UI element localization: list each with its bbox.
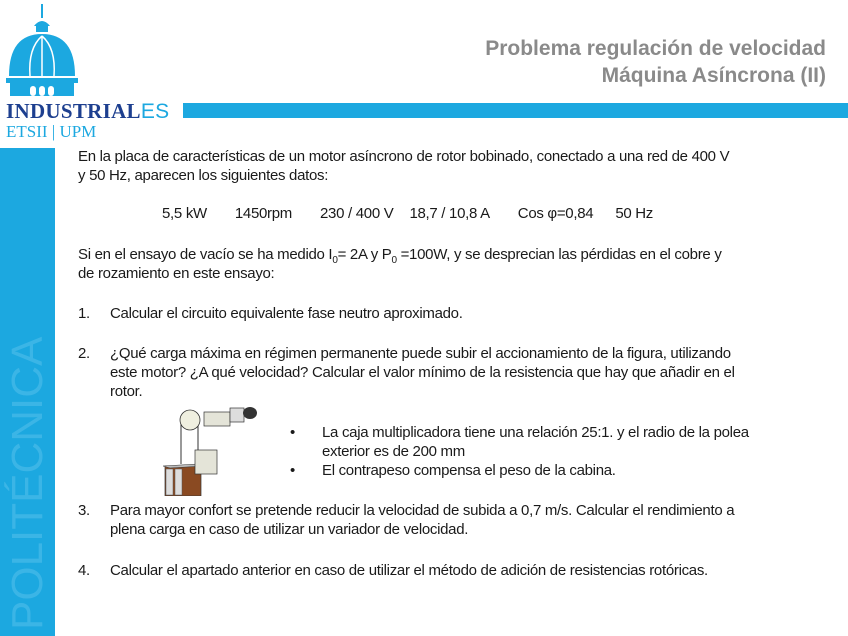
spec-frequency: 50 Hz xyxy=(615,205,653,222)
question-2-number: 2. xyxy=(78,345,90,362)
intro-line-1: En la placa de características de un mot… xyxy=(78,148,730,165)
question-3-number: 3. xyxy=(78,502,90,519)
spec-voltage: 230 / 400 V xyxy=(320,205,394,222)
test-text-2: = 2A y P xyxy=(337,246,392,263)
question-2-line-3: rotor. xyxy=(110,383,143,400)
test-line-2: de rozamiento en este ensayo: xyxy=(78,265,275,282)
test-line-1: Si en el ensayo de vacío se ha medido I0… xyxy=(78,245,722,266)
question-4-text: Calcular el apartado anterior en caso de… xyxy=(110,562,708,579)
spec-cosphi: Cos φ=0,84 xyxy=(517,205,594,222)
elevator-drive-figure xyxy=(162,407,257,496)
question-2-line-1: ¿Qué carga máxima en régimen permanente … xyxy=(110,345,731,362)
question-3-line-2: plena carga en caso de utilizar un varia… xyxy=(110,521,469,538)
bullet-2-symbol: • xyxy=(290,462,295,479)
motor-specs: 5,5 kW 1450rpm 230 / 400 V 18,7 / 10,8 A Cos… xyxy=(162,204,681,223)
spec-speed: 1450rpm xyxy=(234,205,292,222)
bullet-1-line-2: exterior es de 200 mm xyxy=(322,443,465,460)
bullet-1-line-1: La caja multiplicadora tiene una relació… xyxy=(322,424,749,441)
brand-subtitle: ETSII | UPM xyxy=(6,122,97,141)
question-2-line-2: este motor? ¿A qué velocidad? Calcular e… xyxy=(110,364,735,381)
spec-current: 18,7 / 10,8 A xyxy=(409,205,490,222)
test-text-1: Si en el ensayo de vacío se ha medido I xyxy=(78,246,333,263)
title-line-1: Problema regulación de velocidad xyxy=(485,37,826,60)
question-1-text: Calcular el circuito equivalente fase ne… xyxy=(110,305,463,322)
side-text: POLITÉCNICA xyxy=(3,336,52,630)
intro-line-2: y 50 Hz, aparecen los siguientes datos: xyxy=(78,167,329,184)
brand-suffix: ES xyxy=(140,100,170,123)
brand-text: INDUSTRIAL xyxy=(6,99,141,123)
question-1-number: 1. xyxy=(78,305,90,322)
bullet-2-line-1: El contrapeso compensa el peso de la cab… xyxy=(322,462,616,479)
bullet-1-symbol: • xyxy=(290,424,295,441)
question-3-line-1: Para mayor confort se pretende reducir l… xyxy=(110,502,735,519)
question-4-number: 4. xyxy=(78,562,90,579)
spec-power: 5,5 kW xyxy=(162,205,207,222)
header-bar xyxy=(183,103,848,118)
brand-name: INDUSTRIALES xyxy=(6,99,170,124)
page-title: Problema regulación de velocidad Máquina… xyxy=(485,35,826,89)
test-subscript-1: 0 xyxy=(332,255,338,266)
title-line-2: Máquina Asíncrona (II) xyxy=(601,64,826,87)
side-band xyxy=(0,148,55,636)
dome-logo-icon xyxy=(6,4,78,96)
test-subscript-2: 0 xyxy=(391,255,397,266)
test-text-3: =100W, y se desprecian las pérdidas en e… xyxy=(396,246,722,263)
